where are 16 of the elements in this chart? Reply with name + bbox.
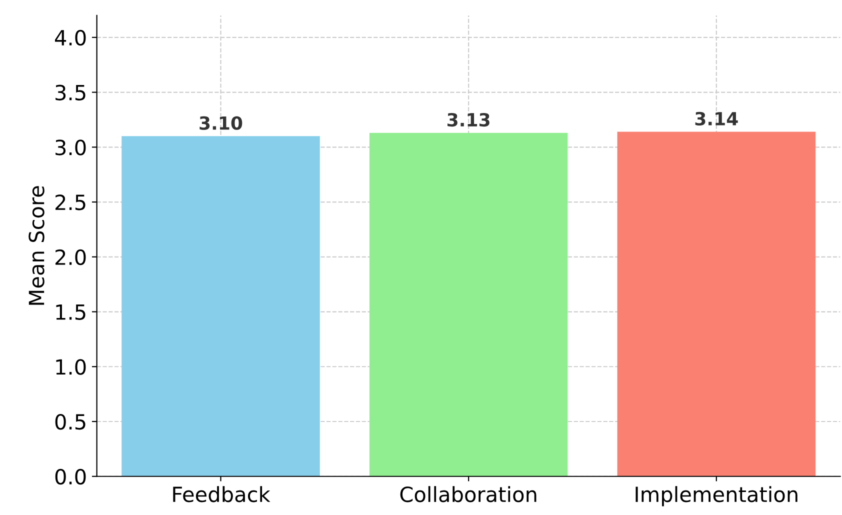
x-tick-label: Collaboration <box>400 486 536 502</box>
y-axis-title: Mean Score <box>28 186 44 305</box>
data-label: 3.13 <box>448 112 490 127</box>
y-tick-label: 1.5 <box>56 304 86 320</box>
y-tick-label: 0.5 <box>55 414 86 430</box>
y-tick-label: 3.0 <box>56 140 86 156</box>
data-label: 3.14 <box>695 112 738 126</box>
y-tick-label: 3.5 <box>56 84 86 100</box>
y-tick-label: 4.0 <box>54 30 86 46</box>
data-label: 3.10 <box>200 116 242 130</box>
x-tick-label: Implementation <box>636 486 798 506</box>
y-tick-label: 0.0 <box>55 468 86 485</box>
y-tick-label: 1.0 <box>56 359 86 375</box>
y-tick-label: 2.5 <box>56 194 86 210</box>
x-tick-label: Feedback <box>173 486 270 502</box>
y-tick-label: 2.0 <box>56 249 86 266</box>
